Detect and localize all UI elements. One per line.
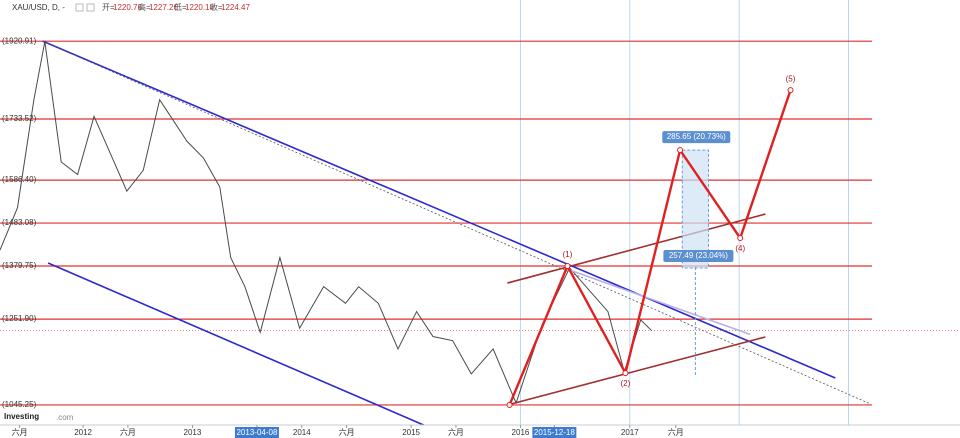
x-tick-highlight bbox=[234, 427, 279, 438]
wave-label: (5) bbox=[786, 74, 796, 83]
ohlc-label: 开= bbox=[102, 3, 115, 12]
x-tick-label: 六月 bbox=[120, 427, 136, 437]
x-tick-label: 六月 bbox=[12, 427, 28, 437]
trend-line bbox=[47, 262, 426, 425]
x-tick-label: 六月 bbox=[448, 427, 464, 437]
symbol: XAU/USD, D, - bbox=[12, 3, 65, 12]
ohlc-label: 收= bbox=[210, 2, 223, 12]
measure-label-bg bbox=[662, 131, 731, 144]
wave-label: (2) bbox=[621, 379, 631, 388]
wave-point bbox=[622, 370, 629, 377]
x-tick-label: 2015-12-18 bbox=[534, 428, 575, 437]
x-tick-label: 六月 bbox=[668, 427, 684, 437]
ohlc-label: 高= bbox=[138, 2, 151, 12]
x-tick-label: 2017 bbox=[621, 428, 639, 437]
level-label: (1379.75) bbox=[2, 261, 37, 270]
level-label: (1920.91) bbox=[2, 36, 37, 45]
wave-label: (4) bbox=[735, 244, 745, 253]
trend-line bbox=[507, 213, 766, 284]
logo-suffix: .com bbox=[56, 413, 74, 422]
x-tick-label: 2014 bbox=[293, 428, 311, 437]
measure-label: 257.49 (23.04%) bbox=[669, 251, 728, 260]
logo: Investing bbox=[4, 412, 39, 421]
header-box bbox=[75, 3, 84, 12]
wave-point bbox=[677, 147, 684, 154]
measure-box bbox=[681, 149, 710, 269]
ohlc-value: 1220.18 bbox=[185, 3, 214, 12]
measure-label-bg bbox=[663, 249, 734, 262]
x-tick-label: 2013-04-08 bbox=[236, 428, 277, 437]
wave-line bbox=[508, 89, 792, 406]
x-tick-label: 2012 bbox=[74, 428, 92, 437]
x-tick-label: 六月 bbox=[339, 427, 355, 437]
level-label: (1733.52) bbox=[2, 114, 37, 123]
level-label: (1251.90) bbox=[2, 314, 37, 323]
x-tick-highlight bbox=[532, 427, 577, 438]
level-label: (1483.08) bbox=[2, 218, 37, 227]
level-label: (1045.25) bbox=[2, 400, 37, 409]
ohlc-value: 1224.47 bbox=[221, 3, 250, 12]
wave-label: (1) bbox=[563, 250, 573, 259]
level-label: (1586.40) bbox=[2, 175, 37, 184]
x-tick-label: 2015 bbox=[402, 428, 420, 437]
wave-point bbox=[564, 262, 571, 269]
x-tick-label: 2013 bbox=[184, 428, 202, 437]
trend-line bbox=[42, 40, 836, 379]
price-line bbox=[0, 41, 653, 405]
wave-point bbox=[787, 87, 794, 94]
header-box bbox=[86, 3, 95, 12]
ohlc-value: 1227.26 bbox=[149, 3, 178, 12]
trend-line bbox=[567, 268, 751, 336]
measure-label: 285.65 (20.73%) bbox=[667, 132, 726, 141]
ohlc-value: 1220.76 bbox=[113, 3, 142, 12]
wave-point bbox=[506, 401, 513, 408]
trend-line bbox=[507, 336, 766, 406]
wave-point bbox=[737, 235, 744, 242]
trend-line bbox=[42, 40, 871, 405]
ohlc-label: 低= bbox=[174, 2, 187, 12]
x-tick-label: 2016 bbox=[512, 428, 530, 437]
